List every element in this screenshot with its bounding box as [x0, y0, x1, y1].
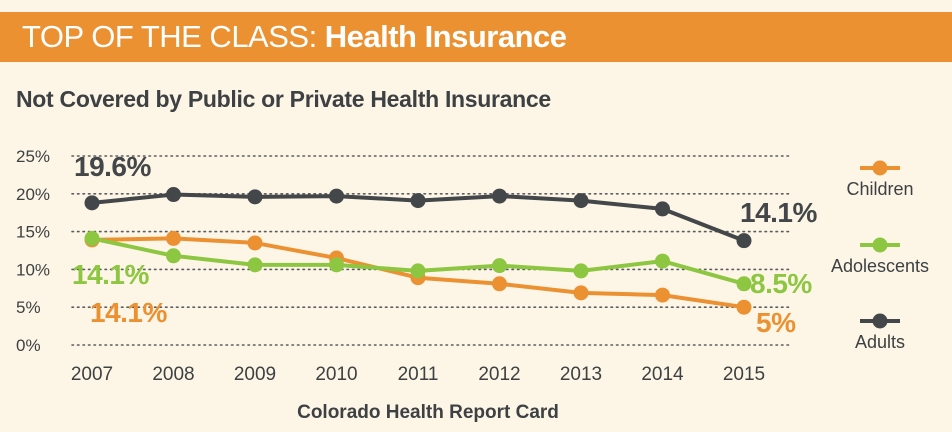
x-tick-label: 2008 [152, 364, 194, 385]
data-label-adults: 19.6% [74, 151, 151, 182]
data-point-children [736, 299, 752, 315]
series-lines [91, 192, 745, 310]
title-banner: TOP OF THE CLASS: Health Insurance [0, 12, 952, 62]
data-point-children [655, 287, 670, 303]
x-tick-label: 2012 [478, 364, 520, 385]
legend-label-adults: Adults [855, 332, 905, 352]
data-point-adolescents [84, 230, 100, 246]
data-point-adults [410, 193, 426, 209]
x-tick-label: 2010 [315, 364, 357, 385]
x-tick-label: 2013 [560, 364, 602, 385]
data-point-adolescents [329, 257, 344, 273]
data-point-adults [655, 201, 670, 217]
data-label-children: 14.1% [90, 297, 167, 328]
data-point-adolescents [247, 257, 263, 273]
legend-marker-adolescents [872, 237, 888, 253]
data-point-children [247, 235, 263, 251]
y-tick-label: 15% [16, 223, 50, 242]
data-point-adults [166, 187, 181, 203]
y-axis-ticks: 0% 5% 10% 15% 20% 25% [16, 147, 50, 355]
y-tick-label: 20% [16, 185, 50, 204]
legend-label-adolescents: Adolescents [831, 256, 929, 276]
data-point-adolescents [492, 258, 507, 274]
legend-marker-children [872, 160, 888, 176]
x-tick-label: 2009 [234, 364, 276, 385]
legend-label-children: Children [846, 179, 913, 199]
x-tick-label: 2011 [398, 364, 439, 385]
data-point-adults [492, 188, 507, 204]
data-point-adults [329, 188, 344, 204]
x-tick-label: 2014 [641, 364, 684, 385]
data-point-adolescents [573, 263, 589, 279]
data-point-adolescents [736, 276, 752, 292]
data-label-adults: 14.1% [740, 197, 817, 228]
data-point-adolescents [410, 263, 426, 279]
x-tick-label: 2015 [723, 364, 765, 385]
data-point-adults [247, 189, 263, 205]
x-axis-caption: Colorado Health Report Card [297, 402, 559, 423]
banner-prefix: TOP OF THE CLASS: [22, 19, 317, 54]
banner-title: Health Insurance [324, 19, 567, 54]
x-tick-label: 2007 [71, 364, 113, 385]
legend: Children Adolescents Adults [831, 160, 929, 352]
series-points [84, 187, 752, 315]
y-tick-label: 0% [16, 336, 41, 355]
x-axis-ticks: 2007 2008 2009 2010 2011 2012 2013 2014 2015 [71, 364, 765, 385]
data-point-adolescents [655, 253, 670, 269]
data-point-children [573, 285, 589, 301]
data-point-children [492, 276, 507, 292]
data-point-adults [84, 195, 100, 211]
data-point-adults [573, 193, 589, 209]
data-point-children [166, 230, 181, 246]
y-tick-label: 5% [16, 298, 41, 317]
y-tick-label: 25% [16, 147, 50, 166]
grid-lines [71, 155, 791, 346]
legend-marker-adults [872, 313, 888, 329]
data-point-adults [736, 233, 752, 249]
data-point-adolescents [166, 248, 181, 264]
data-label-children: 5% [756, 307, 796, 338]
chart-subtitle: Not Covered by Public or Private Health … [16, 86, 551, 112]
y-tick-label: 10% [16, 260, 50, 279]
data-label-adolescents: 14.1% [72, 259, 149, 290]
data-label-adolescents: 8.5% [750, 268, 812, 299]
data-annotations: 14.1% 5% 14.1% 8.5% 19.6% 14.1% [72, 151, 818, 338]
